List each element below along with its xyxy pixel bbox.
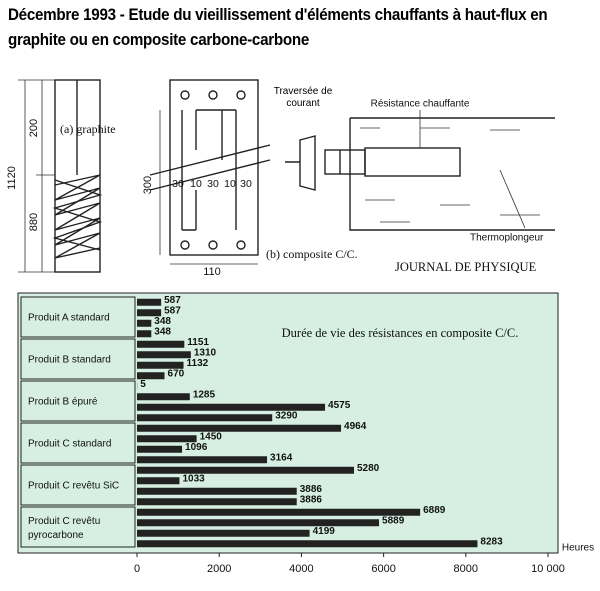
value-label: 348: [154, 326, 171, 337]
value-label: 670: [168, 368, 185, 379]
x-tick-label: 4000: [289, 563, 313, 575]
value-label: 1310: [194, 347, 217, 358]
group-label: Produit C standard: [28, 439, 111, 450]
bar: [137, 319, 152, 327]
bar: [137, 298, 162, 306]
dim-label: 300: [142, 176, 154, 194]
bar: [137, 424, 342, 432]
value-label: 8283: [480, 536, 503, 547]
source-label: JOURNAL DE PHYSIQUE: [395, 260, 537, 274]
drawing-label: (a) graphite: [60, 122, 116, 136]
dim-label: 200: [28, 119, 40, 137]
setup-label: Résistance chauffante: [371, 99, 470, 110]
bar: [137, 351, 191, 359]
value-label: 1033: [182, 473, 205, 484]
value-label: 4964: [344, 421, 367, 432]
bar: [137, 340, 185, 348]
group-box: [20, 422, 136, 464]
value-label: 3886: [300, 494, 323, 505]
dim-label: 10: [190, 178, 202, 190]
setup-drawing: Résistance chauffante Thermoplongeur JOU…: [285, 99, 555, 274]
value-label: 5: [140, 379, 146, 390]
bar: [137, 309, 162, 317]
group-label: Produit A standard: [28, 313, 110, 324]
value-label: 4575: [328, 400, 351, 411]
bar: [137, 445, 183, 453]
x-tick-label: 8000: [454, 563, 478, 575]
dim-label: 110: [203, 266, 221, 278]
value-label: 587: [164, 295, 181, 306]
value-label: 5280: [357, 463, 380, 474]
x-tick-label: 0: [134, 563, 140, 575]
group-box: [20, 296, 136, 338]
value-label: 1151: [187, 337, 209, 348]
drawing-label: (b) composite C/C.: [266, 247, 358, 261]
bar: [137, 361, 184, 369]
value-label: 1096: [185, 442, 208, 453]
bar: [137, 456, 268, 464]
value-label: 348: [154, 316, 171, 327]
bar: [137, 529, 310, 537]
bar: [137, 487, 297, 495]
bar: [137, 477, 180, 485]
bar: [137, 466, 355, 474]
value-label: 1132: [187, 358, 209, 369]
bar: [137, 519, 380, 527]
dim-label: 880: [28, 213, 40, 231]
dim-label: 1120: [6, 166, 18, 190]
bar: [137, 498, 297, 506]
graphite-drawing: 1120 200 880 (a) graphite: [6, 79, 116, 273]
group-label: Produit C revêtu pyrocarbone: [28, 516, 100, 541]
setup-label: Thermoplongeur: [470, 233, 544, 244]
group-box: [20, 506, 136, 548]
value-label: 3886: [300, 484, 323, 495]
title: Décembre 1993 - Etude du vieillissement …: [8, 6, 548, 49]
bar: [137, 330, 152, 338]
value-label: 1450: [200, 431, 223, 442]
value-label: 3290: [275, 410, 298, 421]
value-label: 587: [164, 305, 181, 316]
bar: [137, 508, 421, 516]
bar: [137, 372, 165, 380]
dim-label: 30: [172, 178, 184, 190]
bar: [137, 393, 190, 401]
value-label: 1285: [193, 389, 216, 400]
setup-label: Traversée de courant: [273, 86, 333, 109]
dim-label: 30: [240, 178, 252, 190]
dim-label: 30: [207, 178, 219, 190]
value-label: 6889: [423, 505, 446, 516]
bar: [137, 414, 273, 422]
axis-label: Heures: [562, 543, 594, 554]
x-tick-label: 2000: [207, 563, 231, 575]
bar: [137, 540, 478, 548]
group-box: [20, 338, 136, 380]
value-label: 5889: [382, 515, 405, 526]
group-label: Produit C revêtu SiC: [28, 481, 119, 492]
bar-chart: Durée de vie des résistances en composit…: [17, 292, 594, 575]
bar: [137, 403, 326, 411]
bar: [137, 435, 197, 443]
group-box: [20, 464, 136, 506]
group-box: [20, 380, 136, 422]
composite-drawing: 300 30 10 30 10 30 110 (b) composite C/C…: [142, 79, 358, 278]
value-label: 3164: [270, 452, 293, 463]
x-tick-label: 10 000: [531, 563, 565, 575]
annotation: Durée de vie des résistances en composit…: [282, 326, 519, 340]
value-label: 4199: [313, 526, 336, 537]
x-tick-label: 6000: [371, 563, 395, 575]
group-label: Produit B standard: [28, 355, 111, 366]
dim-label: 10: [224, 178, 236, 190]
group-label: Produit B épuré: [28, 397, 98, 408]
